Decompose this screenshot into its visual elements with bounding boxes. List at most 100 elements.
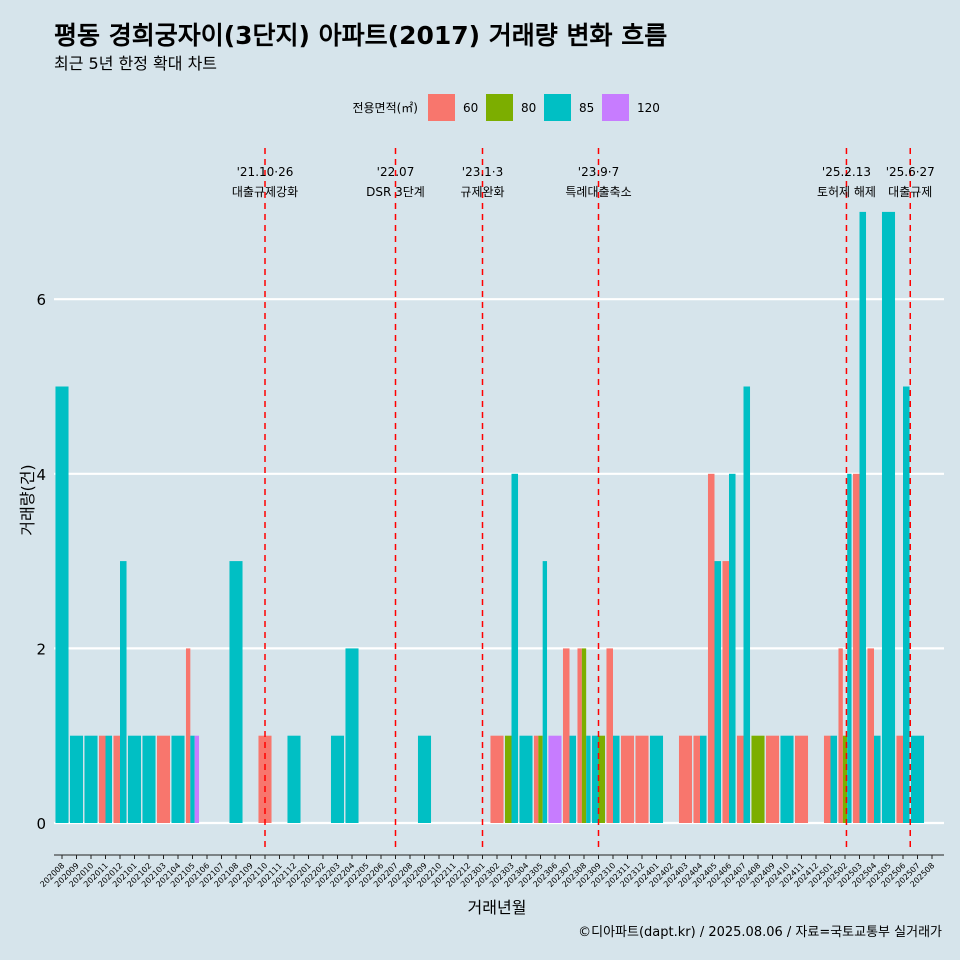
bar-202405-85	[714, 561, 722, 823]
bar-202404-85	[700, 735, 707, 823]
legend-label: 60	[463, 101, 478, 115]
bar-202410-85	[780, 735, 794, 823]
legend-swatch-120	[602, 94, 629, 121]
bar-202308-80	[581, 648, 587, 823]
bar-202404-60	[693, 735, 700, 823]
bar-202401-85	[649, 735, 664, 823]
bar-202502-60	[838, 648, 843, 823]
event-label: 대출규제	[888, 185, 932, 199]
legend-label: 85	[579, 101, 594, 115]
y-tick-label: 4	[36, 466, 46, 484]
y-tick-label: 6	[36, 291, 46, 309]
bar-202310-85	[613, 735, 620, 823]
legend-swatch-85	[544, 94, 571, 121]
bar-202506-60	[896, 735, 903, 823]
bar-202112-85	[287, 735, 301, 823]
bar-202403-60	[678, 735, 693, 823]
bar-202305-85	[542, 561, 548, 823]
bar-202010-85	[84, 735, 98, 823]
bar-202303-85	[511, 473, 519, 823]
event-date: '22.07	[377, 165, 415, 179]
event-date: '25.2.13	[822, 165, 871, 179]
bar-202012-85	[120, 561, 127, 823]
legend-label: 120	[637, 101, 660, 115]
legend-label: 80	[521, 101, 536, 115]
bar-202405-60	[707, 473, 715, 823]
event-date: '25.6·27	[886, 165, 935, 179]
event-date: '21.10·26	[237, 165, 294, 179]
bar-202012-60	[113, 735, 120, 823]
bar-202105-120	[194, 735, 200, 823]
bar-202209-85	[417, 735, 432, 823]
bar-202503-60	[852, 473, 860, 823]
bar-202308-60	[577, 648, 582, 823]
legend: 전용면적(㎡) 60 80 85 120	[352, 94, 660, 121]
bar-202312-60	[635, 735, 649, 823]
bar-202504-85	[874, 735, 881, 823]
bar-202311-60	[620, 735, 635, 823]
event-date: '23.1·3	[462, 165, 503, 179]
x-axis-label: 거래년월	[468, 898, 527, 917]
bar-202008-85	[55, 386, 69, 823]
bar-202203-85	[330, 735, 345, 823]
bar-202406-60	[722, 561, 729, 823]
legend-swatch-80	[486, 94, 513, 121]
legend-swatch-60	[428, 94, 455, 121]
bar-202304-85	[519, 735, 533, 823]
bar-202501-85	[830, 735, 838, 823]
caption: ©디아파트(dapt.kr) / 2025.08.06 / 자료=국토교통부 실…	[578, 925, 942, 940]
bar-202009-85	[69, 735, 84, 823]
bar-202504-60	[867, 648, 874, 823]
bar-202407-60	[736, 735, 744, 823]
y-tick-label: 0	[36, 815, 46, 833]
event-lines: '21.10·26 대출규제강화 '22.07 DSR 3단계 '23.1·3 규제완화 '…	[232, 148, 935, 852]
event-label: 특례대출축소	[565, 185, 631, 199]
y-axis: 0 2 4 6	[36, 291, 46, 833]
event-label: 토허제 해제	[817, 185, 876, 199]
bar-202308-85	[586, 735, 591, 823]
bar-202503-85	[859, 211, 867, 823]
event-label: 대출규제강화	[232, 185, 298, 199]
bar-202104-85	[171, 735, 185, 823]
bar-202102-85	[142, 735, 156, 823]
bar-202505-85	[881, 211, 896, 823]
bar-202411-60	[794, 735, 809, 823]
legend-title: 전용면적(㎡)	[352, 101, 418, 115]
bar-202302-60	[490, 735, 504, 823]
y-tick-label: 2	[36, 640, 46, 658]
bar-202309-80	[598, 735, 606, 823]
bar-202011-60	[98, 735, 106, 823]
event-label: 규제완화	[460, 185, 504, 199]
bar-202108-85	[229, 561, 243, 823]
event-label: DSR 3단계	[366, 185, 425, 199]
event-date: '23.9·7	[578, 165, 619, 179]
bar-202305-80	[538, 735, 543, 823]
chart-subtitle: 최근 5년 한정 확대 차트	[54, 54, 217, 73]
bars-layer	[55, 211, 925, 823]
bar-202307-85	[569, 735, 577, 823]
bar-202011-85	[105, 735, 113, 823]
bar-202501-60	[823, 735, 831, 823]
bar-202101-85	[127, 735, 142, 823]
bar-202506-85	[903, 386, 910, 823]
bar-202309-85	[591, 735, 599, 823]
bar-202310-60	[606, 648, 613, 823]
x-axis: 2020082020092020102020112020122021012021…	[38, 854, 944, 889]
bar-202103-60	[156, 735, 171, 823]
bar-202408-80	[751, 735, 765, 823]
bar-202406-85	[729, 473, 736, 823]
y-axis-label: 거래량(건)	[18, 464, 37, 535]
bar-202507-85	[910, 735, 925, 823]
bar-202502-85	[847, 473, 852, 823]
bar-202502-80	[842, 735, 848, 823]
chart-title: 평동 경희궁자이(3단지) 아파트(2017) 거래량 변화 흐름	[54, 21, 667, 50]
bar-202306-120	[548, 735, 562, 823]
bar-202105-85	[190, 735, 195, 823]
bar-202303-80	[504, 735, 512, 823]
bar-202105-60	[185, 648, 191, 823]
bar-202307-60	[562, 648, 570, 823]
bar-202409-60	[765, 735, 780, 823]
bar-202305-60	[533, 735, 539, 823]
bar-202407-85	[743, 386, 751, 823]
